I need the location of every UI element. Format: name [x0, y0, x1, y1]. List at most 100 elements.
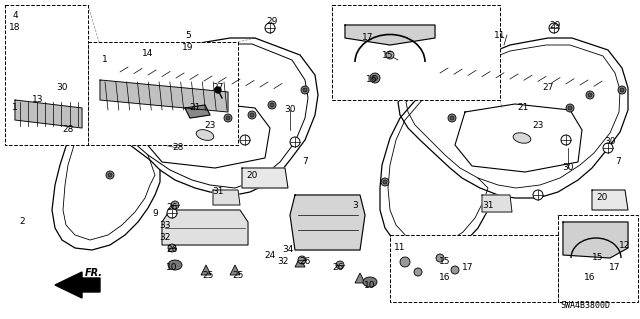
- Text: 27: 27: [542, 84, 554, 93]
- Text: 16: 16: [439, 273, 451, 283]
- Text: 30: 30: [604, 137, 616, 146]
- Ellipse shape: [363, 277, 377, 287]
- Polygon shape: [213, 190, 240, 205]
- Text: 4: 4: [12, 11, 18, 19]
- Circle shape: [215, 87, 221, 93]
- Text: 14: 14: [142, 48, 154, 57]
- Circle shape: [588, 93, 592, 97]
- Text: 32: 32: [277, 257, 289, 266]
- Polygon shape: [295, 257, 305, 267]
- Text: 5: 5: [185, 31, 191, 40]
- Text: 21: 21: [189, 103, 201, 113]
- Text: 11: 11: [394, 243, 406, 253]
- Bar: [390, 235, 558, 302]
- Polygon shape: [592, 190, 628, 210]
- Ellipse shape: [513, 133, 531, 143]
- Polygon shape: [201, 265, 211, 275]
- Text: 9: 9: [152, 209, 158, 218]
- Circle shape: [248, 111, 256, 119]
- Circle shape: [171, 201, 179, 209]
- Text: 15: 15: [592, 254, 604, 263]
- Text: 23: 23: [204, 121, 216, 130]
- Text: 19: 19: [182, 43, 194, 53]
- Text: 29: 29: [549, 20, 561, 29]
- Text: 17: 17: [362, 33, 374, 42]
- Text: 34: 34: [282, 246, 294, 255]
- Text: 16: 16: [584, 273, 596, 283]
- Circle shape: [533, 190, 543, 200]
- Circle shape: [549, 23, 559, 33]
- Text: 30: 30: [284, 106, 296, 115]
- Polygon shape: [15, 100, 82, 128]
- Circle shape: [450, 116, 454, 120]
- Text: 33: 33: [159, 220, 171, 229]
- Text: 30: 30: [563, 164, 573, 173]
- Text: 2: 2: [19, 218, 25, 226]
- Text: FR.: FR.: [85, 268, 103, 278]
- Polygon shape: [563, 222, 628, 258]
- Text: 15: 15: [439, 257, 451, 266]
- Text: 13: 13: [32, 95, 44, 105]
- Text: 10: 10: [166, 263, 178, 272]
- Text: 26: 26: [332, 263, 344, 272]
- Text: 32: 32: [159, 234, 171, 242]
- Circle shape: [108, 173, 112, 177]
- Text: 10: 10: [364, 280, 376, 290]
- Ellipse shape: [168, 260, 182, 270]
- Text: 7: 7: [302, 158, 308, 167]
- Circle shape: [620, 88, 624, 92]
- Circle shape: [566, 104, 574, 112]
- Circle shape: [436, 254, 444, 262]
- Circle shape: [268, 101, 276, 109]
- Text: 24: 24: [264, 250, 276, 259]
- Text: 20: 20: [246, 170, 258, 180]
- Text: 26: 26: [166, 246, 178, 255]
- Text: SWA4B3800D: SWA4B3800D: [560, 300, 610, 309]
- Text: 16: 16: [366, 76, 378, 85]
- Circle shape: [603, 143, 613, 153]
- Circle shape: [301, 86, 309, 94]
- Text: 17: 17: [462, 263, 474, 272]
- Circle shape: [386, 51, 394, 59]
- Bar: [332, 5, 500, 100]
- Text: 12: 12: [620, 241, 630, 249]
- Text: 20: 20: [596, 194, 608, 203]
- Polygon shape: [345, 25, 435, 45]
- Polygon shape: [482, 195, 512, 212]
- Ellipse shape: [196, 130, 214, 140]
- Circle shape: [265, 23, 275, 33]
- Circle shape: [451, 266, 459, 274]
- Text: 26: 26: [300, 257, 310, 266]
- Polygon shape: [185, 105, 210, 118]
- Bar: [558, 215, 638, 302]
- Text: 29: 29: [266, 18, 278, 26]
- Text: 25: 25: [202, 271, 214, 279]
- Text: 27: 27: [212, 84, 224, 93]
- Polygon shape: [242, 168, 288, 188]
- Polygon shape: [355, 273, 365, 283]
- Circle shape: [370, 73, 380, 83]
- Circle shape: [270, 103, 274, 107]
- Circle shape: [240, 135, 250, 145]
- Circle shape: [381, 178, 389, 186]
- Circle shape: [618, 86, 626, 94]
- Text: 17: 17: [609, 263, 621, 272]
- Polygon shape: [290, 195, 365, 250]
- Text: 30: 30: [56, 84, 68, 93]
- Circle shape: [226, 116, 230, 120]
- Circle shape: [106, 171, 114, 179]
- Text: 7: 7: [615, 158, 621, 167]
- Circle shape: [336, 261, 344, 269]
- Text: 15: 15: [382, 50, 394, 60]
- Circle shape: [290, 137, 300, 147]
- Text: 31: 31: [483, 201, 493, 210]
- Circle shape: [298, 256, 306, 264]
- Text: 3: 3: [352, 201, 358, 210]
- Circle shape: [414, 268, 422, 276]
- Polygon shape: [55, 272, 100, 298]
- Text: 28: 28: [62, 125, 74, 135]
- Bar: [88, 42, 238, 145]
- Text: 31: 31: [212, 188, 224, 197]
- Circle shape: [250, 113, 254, 117]
- Text: 26: 26: [166, 203, 178, 211]
